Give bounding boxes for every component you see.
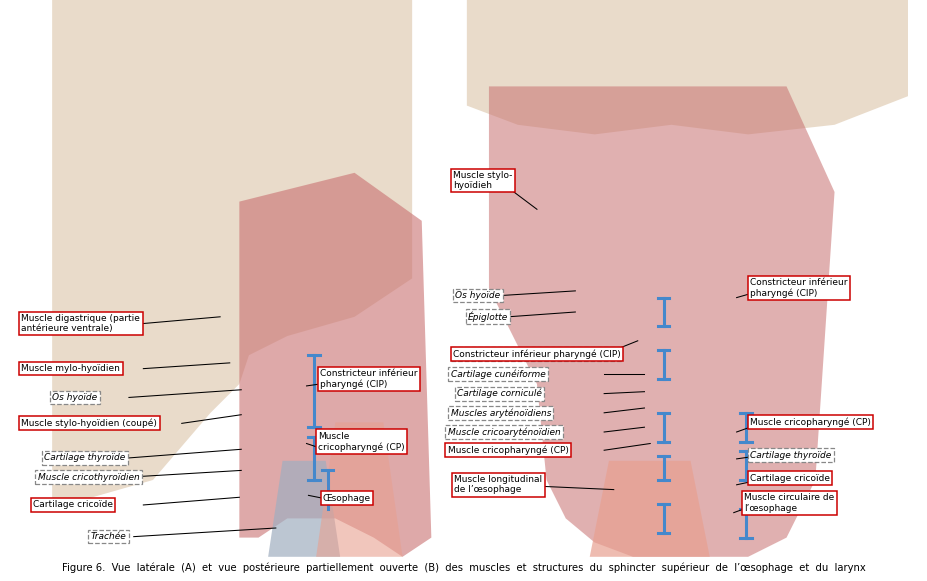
Text: Épiglotte: Épiglotte — [468, 311, 508, 322]
Text: Muscle mylo-hyoïdien: Muscle mylo-hyoïdien — [21, 364, 121, 373]
Text: Muscles aryténoïdiens: Muscles aryténoïdiens — [451, 408, 551, 418]
Text: Cartilage thyroïde: Cartilage thyroïde — [44, 453, 126, 462]
Text: Constricteur inférieur pharyngé (CIP): Constricteur inférieur pharyngé (CIP) — [453, 350, 620, 359]
Polygon shape — [467, 0, 908, 134]
Text: Muscle
cricopharyngé (CP): Muscle cricopharyngé (CP) — [318, 432, 405, 451]
Polygon shape — [316, 422, 402, 557]
Text: Os hyoïde: Os hyoïde — [52, 393, 97, 402]
Polygon shape — [590, 461, 710, 557]
Text: Muscle cricopharyngé (CP): Muscle cricopharyngé (CP) — [448, 446, 568, 455]
Text: Œsophage: Œsophage — [323, 494, 371, 503]
Polygon shape — [268, 461, 340, 557]
Text: Cartilage cricoïde: Cartilage cricoïde — [33, 500, 113, 510]
Text: Figure 6.  Vue  latérale  (A)  et  vue  postérieure  partiellement  ouverte  (B): Figure 6. Vue latérale (A) et vue postér… — [61, 562, 866, 573]
Text: Cartilage corniculé: Cartilage corniculé — [457, 389, 542, 399]
Text: Muscle stylo-
hyoïdieh: Muscle stylo- hyoïdieh — [453, 171, 513, 190]
Text: Constricteur inférieur pharyngé (CIP): Constricteur inférieur pharyngé (CIP) — [453, 350, 621, 359]
Text: Muscle cricoaryténoïdien: Muscle cricoaryténoïdien — [448, 427, 561, 437]
Text: Muscle longitudinal
de l’œsophage: Muscle longitudinal de l’œsophage — [454, 475, 542, 494]
Text: Os hyoïde: Os hyoïde — [455, 291, 501, 300]
Text: Muscle circulaire de
l’œsophage: Muscle circulaire de l’œsophage — [744, 493, 834, 513]
Text: Muscle cricopharyngé (CP): Muscle cricopharyngé (CP) — [750, 418, 871, 427]
Text: Muscle digastrique (partie
antérieure ventrale): Muscle digastrique (partie antérieure ve… — [21, 314, 140, 333]
Text: Trachée: Trachée — [91, 532, 126, 541]
Polygon shape — [52, 0, 413, 509]
Text: Cartilage cunéiforme: Cartilage cunéiforme — [451, 370, 545, 379]
Text: Muscle stylo-hyoïdien (coupé): Muscle stylo-hyoïdien (coupé) — [21, 418, 158, 428]
Text: Constricteur inférieur
pharyngé (CIP): Constricteur inférieur pharyngé (CIP) — [750, 278, 847, 298]
Polygon shape — [489, 87, 834, 557]
Polygon shape — [239, 173, 431, 557]
Text: Cartilage cricoïde: Cartilage cricoïde — [750, 474, 830, 483]
Text: Constricteur inférieur
pharyngé (CIP): Constricteur inférieur pharyngé (CIP) — [320, 369, 417, 389]
Text: Muscle cricothyroïdien: Muscle cricothyroïdien — [38, 472, 139, 482]
Text: Cartilage thyroïde: Cartilage thyroïde — [750, 450, 832, 460]
